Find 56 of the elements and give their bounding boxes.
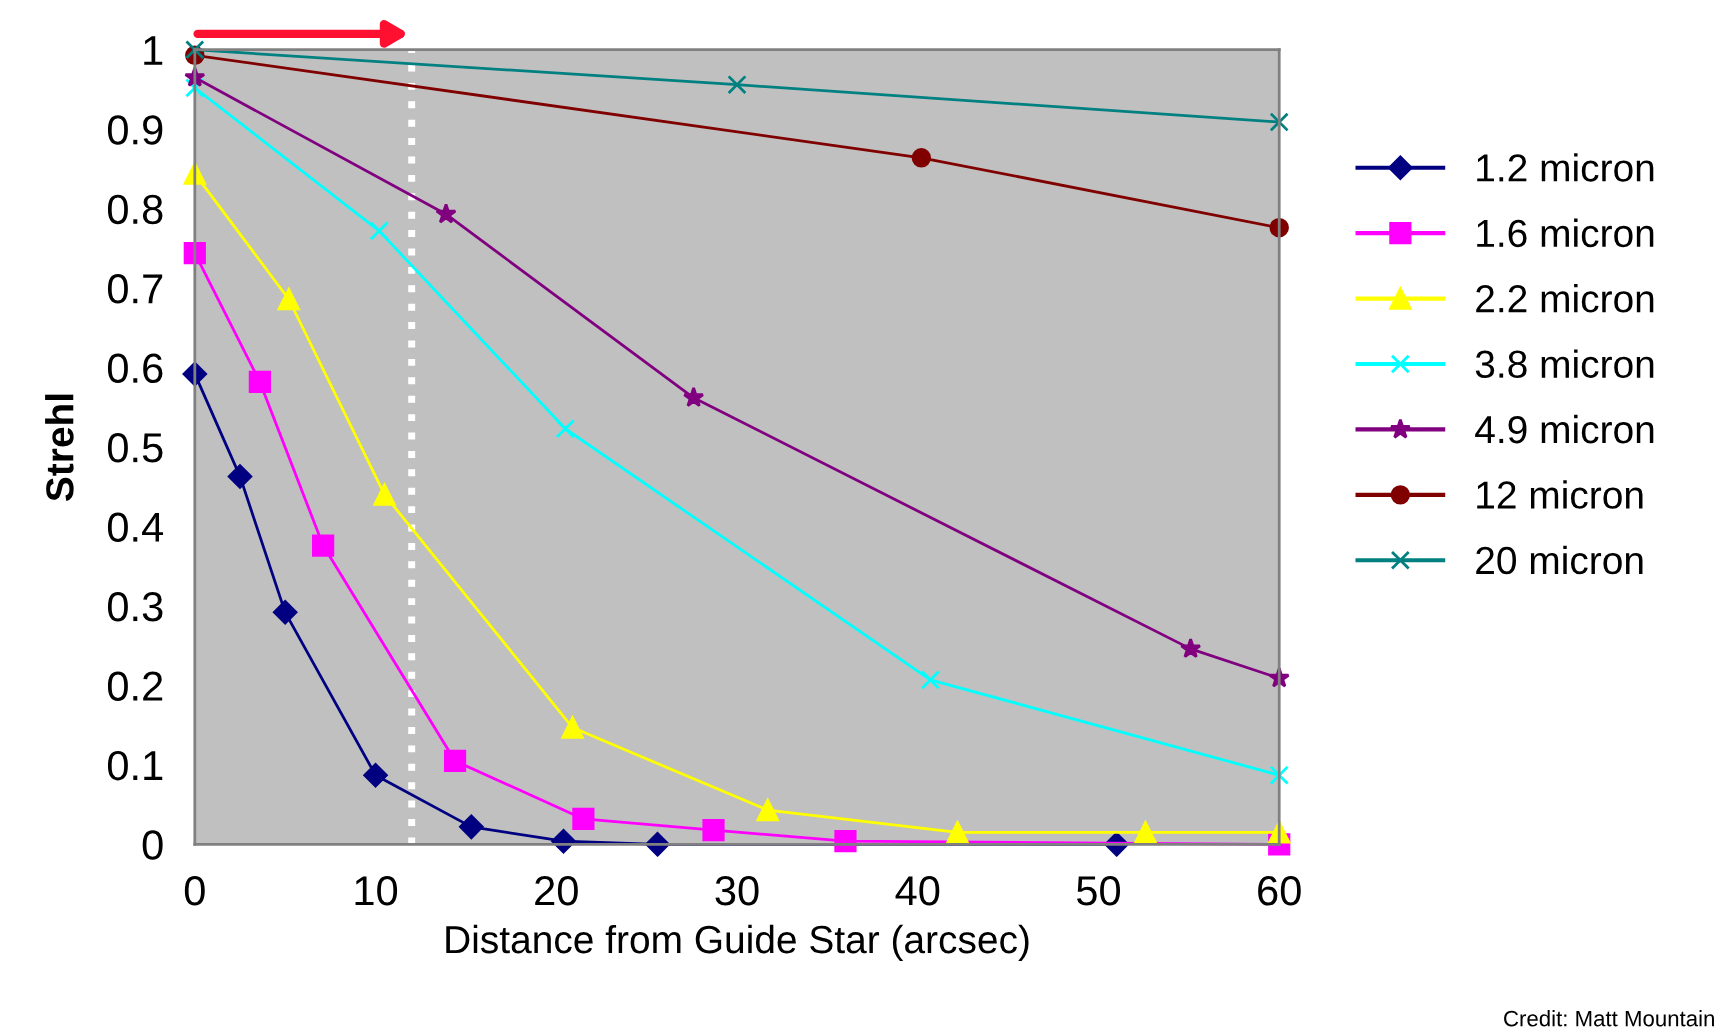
text: Credit: Matt Mountain	[1504, 1010, 1714, 1027]
legend-label: 12 micron	[1477, 480, 1643, 509]
point	[555, 419, 576, 439]
y-tick-label: 0.4	[107, 512, 164, 542]
point	[185, 40, 205, 60]
point	[702, 818, 725, 842]
legend-label: 2.2 micron	[1476, 284, 1654, 313]
point	[1180, 637, 1202, 659]
x-axis-title: Distance from Guide Star (arcsec)	[446, 924, 1029, 962]
x-tick-label: 40	[895, 876, 940, 906]
point	[459, 814, 484, 840]
point	[369, 221, 389, 241]
point	[227, 464, 253, 489]
point	[920, 670, 941, 690]
point	[1269, 112, 1289, 132]
point	[561, 716, 584, 739]
point	[277, 288, 300, 311]
point	[911, 148, 932, 168]
point	[248, 370, 271, 393]
x-tick-label: 10	[355, 876, 398, 906]
y-tick-label: 0.8	[107, 194, 163, 225]
point	[373, 483, 396, 506]
point	[1134, 821, 1157, 844]
y-axis-title: Strehl	[45, 394, 74, 502]
x-tick-label: 60	[1258, 876, 1301, 906]
x-tick-label: 30	[715, 876, 759, 906]
y-tick-label: 0.1	[107, 750, 163, 781]
point	[834, 830, 857, 853]
legend-label: 20 micron	[1476, 545, 1643, 575]
point	[185, 78, 205, 98]
point	[946, 821, 969, 844]
y-tick-label: 0.3	[107, 591, 163, 622]
point	[435, 203, 457, 224]
point	[572, 807, 595, 831]
x-tick-label: 0	[184, 876, 205, 906]
y-tick-label: 1	[144, 36, 163, 65]
legend-label: 1.6 micron	[1477, 218, 1654, 248]
y-tick-label: 0.2	[107, 671, 163, 701]
y-tick-label: 0	[142, 830, 163, 860]
legend-label: 4.9 micron	[1475, 414, 1654, 444]
point	[272, 600, 298, 625]
x-tick-label: 50	[1076, 876, 1121, 906]
point	[727, 74, 747, 95]
legend-label: 1.2 micron	[1477, 153, 1654, 182]
y-tick-label: 0.5	[107, 433, 163, 463]
y-tick-label: 0.6	[107, 353, 163, 384]
y-tick-label: 0.7	[107, 274, 163, 304]
legend-label: 3.8 micron	[1475, 349, 1654, 379]
point	[363, 763, 388, 788]
point	[443, 749, 467, 773]
point	[312, 534, 335, 557]
point	[1269, 765, 1289, 785]
point	[756, 799, 779, 822]
point	[683, 386, 705, 408]
y-tick-label: 0.9	[107, 115, 163, 145]
x-tick-label: 20	[535, 876, 578, 906]
